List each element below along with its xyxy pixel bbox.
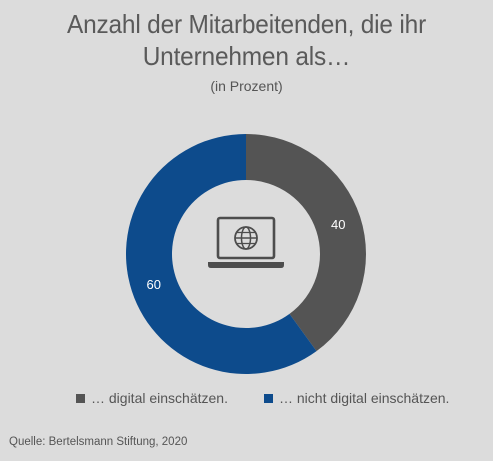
chart-title-line-2: Unternehmen als… xyxy=(142,41,351,71)
donut-slices xyxy=(126,134,367,374)
source-note: Quelle: Bertelsmann Stiftung, 2020 xyxy=(9,436,188,448)
legend-swatch-not-digital xyxy=(264,393,273,403)
legend-item-digital: … digital einschätzen. xyxy=(76,390,228,406)
donut-label-digital: 40 xyxy=(331,217,345,232)
legend-swatch-digital xyxy=(76,393,85,403)
donut-value-labels: 40 60 xyxy=(147,217,346,292)
donut-slice-digital xyxy=(246,134,367,352)
legend-label-not-digital: … nicht digital einschätzen. xyxy=(279,390,450,406)
legend-item-not-digital: … nicht digital einschätzen. xyxy=(264,390,449,406)
laptop-globe-icon xyxy=(208,216,284,268)
donut-slice-not-digital xyxy=(126,134,317,374)
donut-label-not-digital: 60 xyxy=(147,277,161,292)
chart-title-line-1: Anzahl der Mitarbeitenden, die ihr xyxy=(66,9,427,39)
legend-label-digital: … digital einschätzen. xyxy=(91,390,228,406)
chart-subtitle: (in Prozent) xyxy=(210,78,283,94)
chart-title: Anzahl der Mitarbeitenden, die ihr Unter… xyxy=(15,8,478,72)
